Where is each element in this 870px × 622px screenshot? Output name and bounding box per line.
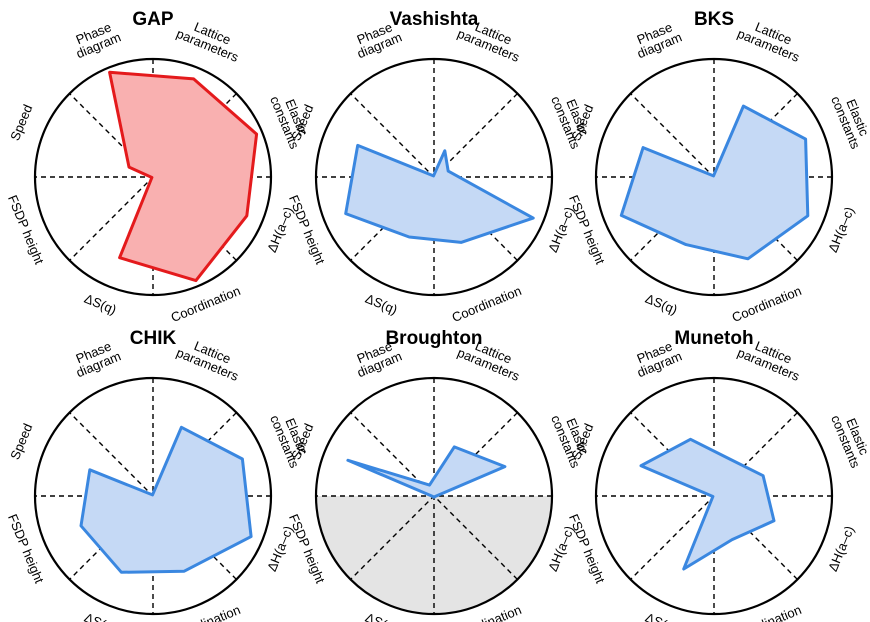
- axis-label-line: Speed: [7, 421, 35, 461]
- axis-label-gap-fsdp-height: FSDP height: [5, 193, 47, 267]
- axis-label-line: Speed: [7, 102, 35, 142]
- radar-vashishta: VashishtaLatticeparametersElasticconstan…: [286, 9, 592, 325]
- chart-title-broughton: Broughton: [385, 328, 482, 349]
- axis-label-line: ΔS(q): [82, 610, 118, 622]
- chart-title-gap: GAP: [132, 9, 174, 30]
- axis-label-chik-h-a-c: ΔH(a–c): [264, 524, 296, 574]
- outer-circle-broughton: [314, 376, 554, 616]
- axis-label-line: Coordination: [169, 283, 243, 325]
- axis-label-line: ΔS(q): [82, 291, 118, 318]
- axis-label-vashishta-s-q: ΔS(q): [363, 291, 399, 318]
- outer-circle-gap: [33, 57, 273, 297]
- radar-broughton: BroughtonLatticeparametersElasticconstan…: [286, 328, 592, 622]
- data-polygon-chik: [79, 425, 253, 574]
- chart-title-vashishta: Vashishta: [390, 9, 479, 30]
- outer-circle-munetoh: [594, 376, 834, 616]
- axis-label-munetoh-h-a-c: ΔH(a–c): [825, 524, 857, 574]
- radar-chik: CHIK LatticeparametersElasticconstantsΔH(…: [5, 328, 311, 622]
- axis-label-line: Coordination: [450, 283, 524, 325]
- outer-circle-chik: [33, 376, 273, 616]
- axis-label-bks-fsdp-height: FSDP height: [566, 193, 608, 267]
- axis-label-line: ΔS(q): [363, 610, 399, 622]
- axis-label-line: Coordination: [730, 283, 804, 325]
- axis-label-bks-coordination: Coordination: [730, 283, 804, 325]
- axis-label-vashishta-coordination: Coordination: [450, 283, 524, 325]
- axis-label-chik-speed: Speed: [7, 421, 35, 461]
- axis-label-line: ΔS(q): [643, 291, 679, 318]
- axis-label-bks-h-a-c: ΔH(a–c): [825, 205, 857, 255]
- axis-label-line: FSDP height: [286, 193, 328, 267]
- shaded-region-broughton: [316, 496, 552, 614]
- data-polygon-vashishta: [344, 143, 535, 244]
- axis-label-line: ΔH(a–c): [264, 205, 296, 255]
- axis-label-broughton-s-q: ΔS(q): [363, 610, 399, 622]
- outer-circle-bks: [594, 57, 834, 297]
- axis-label-gap-s-q: ΔS(q): [82, 291, 118, 318]
- axis-label-munetoh-s-q: ΔS(q): [643, 610, 679, 622]
- axis-label-line: ΔS(q): [363, 291, 399, 318]
- data-polygon-broughton: [346, 445, 507, 499]
- data-polygon-bks: [619, 104, 810, 261]
- axis-label-gap-speed: Speed: [7, 102, 35, 142]
- axis-label-line: FSDP height: [5, 193, 47, 267]
- chart-title-munetoh: Munetoh: [674, 328, 753, 349]
- axis-label-gap-h-a-c: ΔH(a–c): [264, 205, 296, 255]
- axis-label-chik-fsdp-height: FSDP height: [5, 512, 47, 586]
- axis-label-line: ΔH(a–c): [825, 205, 857, 255]
- axis-label-line: ΔS(q): [643, 610, 679, 622]
- data-polygon-munetoh: [639, 437, 776, 571]
- chart-title-bks: BKS: [694, 9, 734, 30]
- axis-label-line: FSDP height: [566, 193, 608, 267]
- axis-label-munetoh-fsdp-height: FSDP height: [566, 512, 608, 586]
- axis-label-bks-s-q: ΔS(q): [643, 291, 679, 318]
- axis-label-gap-coordination: Coordination: [169, 283, 243, 325]
- axis-label-line: FSDP height: [5, 512, 47, 586]
- axis-label-line: FSDP height: [566, 512, 608, 586]
- data-polygon-gap: [108, 70, 259, 283]
- radar-gap: GAP LatticeparametersElasticconstantsΔH(a…: [5, 9, 311, 325]
- radar-munetoh: Munetoh LatticeparametersElasticconstants…: [566, 328, 870, 622]
- chart-title-chik: CHIK: [130, 328, 177, 349]
- axis-label-vashishta-fsdp-height: FSDP height: [286, 193, 328, 267]
- axis-label-line: ΔH(a–c): [264, 524, 296, 574]
- axis-label-line: ΔH(a–c): [825, 524, 857, 574]
- outer-circle-vashishta: [314, 57, 554, 297]
- axis-label-chik-s-q: ΔS(q): [82, 610, 118, 622]
